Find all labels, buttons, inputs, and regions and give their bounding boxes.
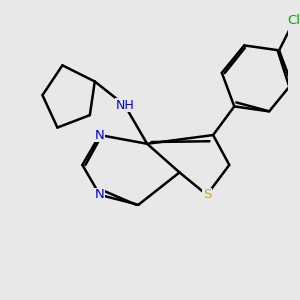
- Text: Cl: Cl: [288, 14, 300, 27]
- Text: N: N: [95, 129, 105, 142]
- Text: N: N: [95, 188, 105, 201]
- Text: NH: NH: [115, 99, 134, 112]
- Text: S: S: [203, 188, 211, 201]
